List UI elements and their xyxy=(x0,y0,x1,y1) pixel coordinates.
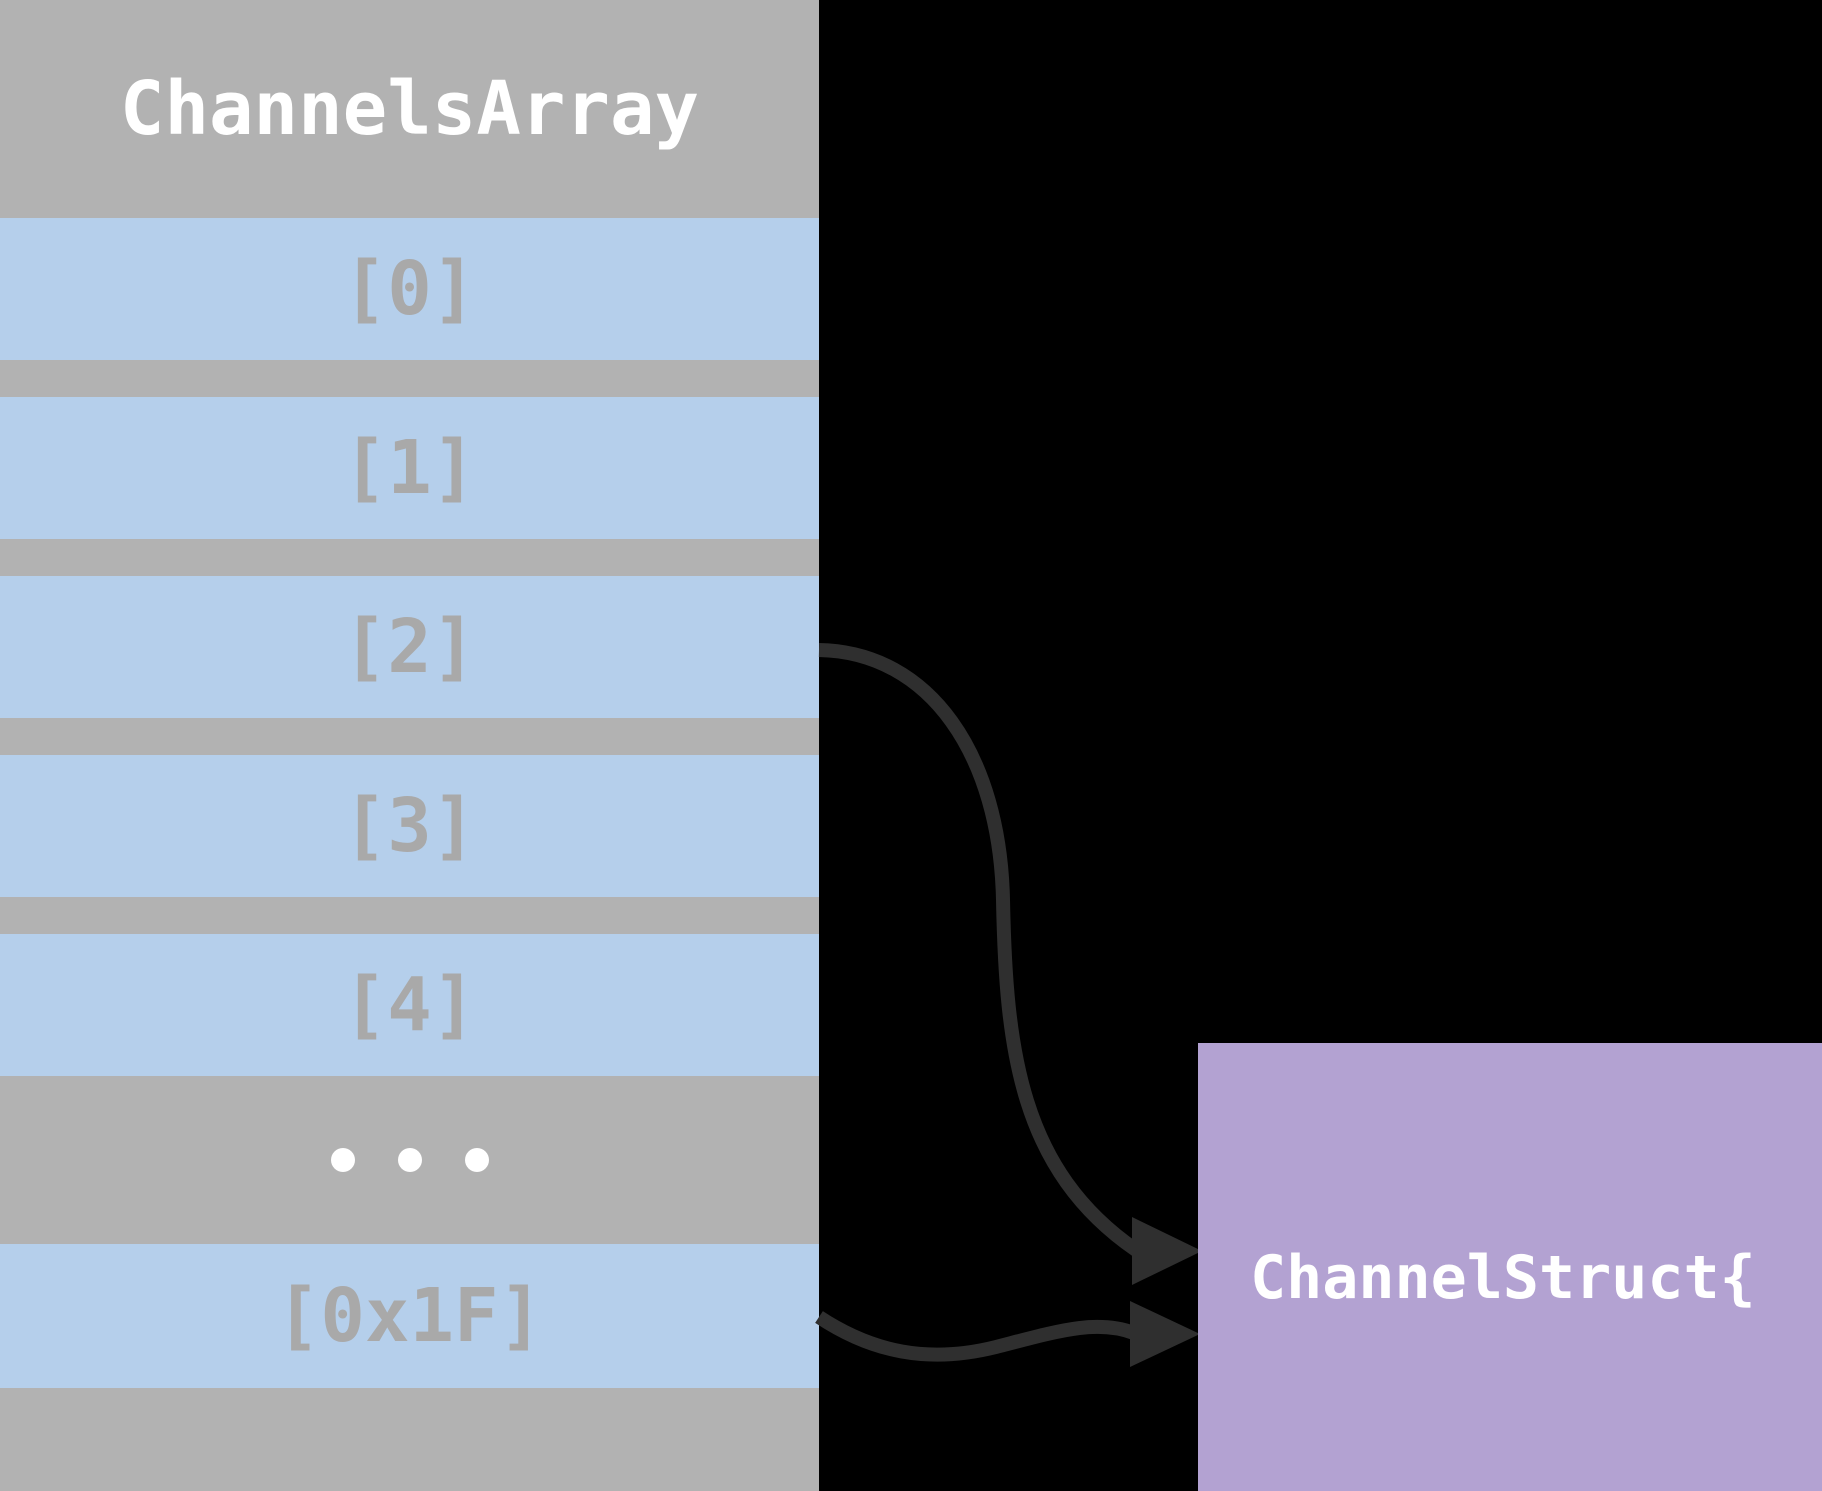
array-title-label: ChannelsArray xyxy=(119,66,700,152)
array-cell-1-label: [1] xyxy=(342,425,477,511)
array-cell-4: [4] xyxy=(0,934,819,1076)
array-cell-4-label: [4] xyxy=(342,962,477,1048)
ellipsis-dot-icon xyxy=(464,1148,489,1172)
array-cell-2: [2] xyxy=(0,576,819,718)
array-cell-0: [0] xyxy=(0,218,819,360)
ellipsis-dot-icon xyxy=(397,1148,422,1172)
array-cell-3: [3] xyxy=(0,755,819,897)
ellipsis-dot-icon xyxy=(330,1148,355,1172)
ellipsis-icon xyxy=(0,1076,819,1244)
array-cell-0x1F-label: [0x1F] xyxy=(275,1273,544,1359)
array-cell-1: [1] xyxy=(0,397,819,539)
array-title: ChannelsArray xyxy=(0,0,819,218)
channel-struct-box: ChannelStruct{ ... “MS_T120” ... } xyxy=(1198,1043,1822,1491)
arrow-from-cell-2 xyxy=(818,643,1140,1256)
struct-ellipsis-top: ... xyxy=(1250,1483,1822,1491)
array-cell-0-label: [0] xyxy=(342,246,477,332)
arrow-from-cell-2-head-icon xyxy=(1132,1217,1202,1285)
arrow-from-cell-0x1F xyxy=(815,1311,1137,1362)
array-cell-2-label: [2] xyxy=(342,604,477,690)
array-cell-0x1F: [0x1F] xyxy=(0,1244,819,1388)
struct-title: ChannelStruct{ xyxy=(1250,1243,1756,1313)
array-cell-3-label: [3] xyxy=(342,783,477,869)
channels-array-column: ChannelsArray [0] [1] [2] [3] [4] [0x1F] xyxy=(0,0,819,1491)
arrow-from-cell-0x1F-head-icon xyxy=(1130,1301,1200,1367)
